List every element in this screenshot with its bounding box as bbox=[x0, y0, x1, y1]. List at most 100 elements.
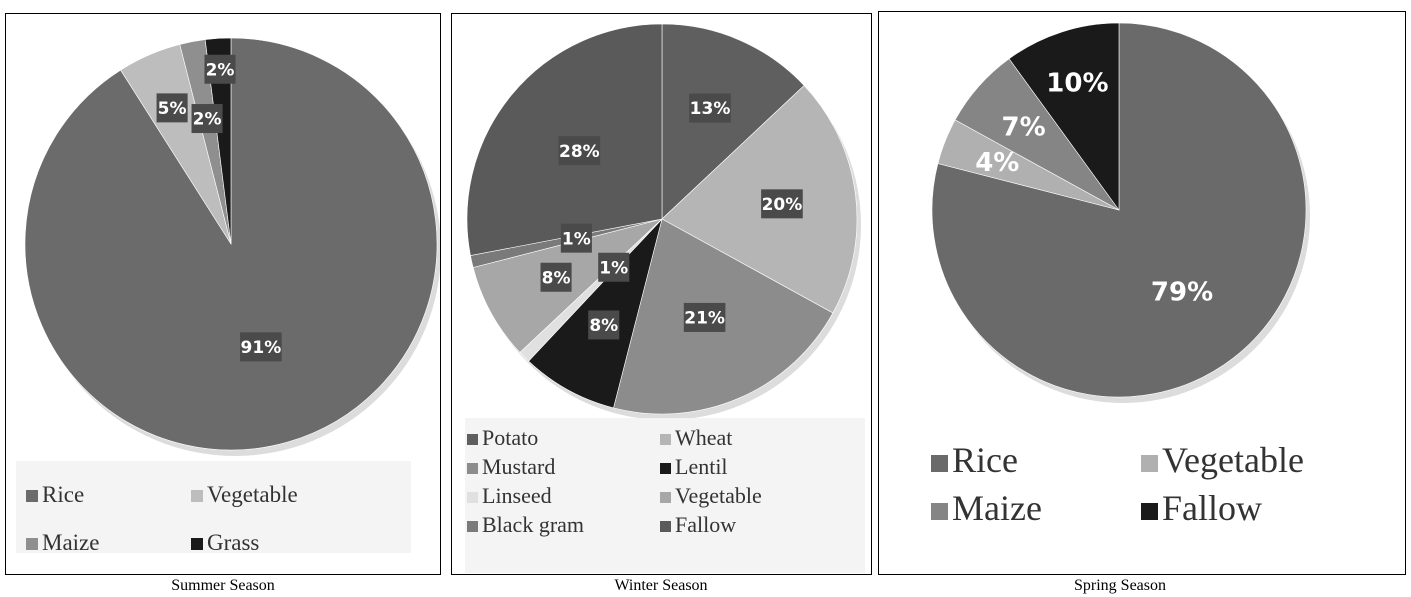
winter-chart-panel: 13% 20% 21% 8% 1% 8% 1% 28% Potato Wheat Mustard Le… bbox=[451, 13, 872, 575]
legend-swatch bbox=[660, 521, 671, 532]
data-label-text: 8% bbox=[542, 268, 571, 288]
legend-item-potato: Potato bbox=[467, 425, 538, 450]
data-label-box bbox=[558, 136, 601, 166]
data-label-box bbox=[683, 302, 726, 332]
data-label-rice: 91% bbox=[240, 332, 282, 362]
data-label-fallow: 10% bbox=[1046, 68, 1108, 98]
legend-swatch bbox=[191, 538, 203, 550]
data-label-box bbox=[761, 189, 803, 219]
summer-caption: Summer Season bbox=[171, 577, 275, 594]
data-label-vegetable: 4% bbox=[975, 148, 1019, 178]
pie-slice-potato bbox=[661, 23, 805, 220]
legend-label: Black gram bbox=[482, 512, 584, 537]
legend-item-black-gram: Black gram bbox=[467, 512, 584, 537]
spring-chart-panel: 79% 4% 7% 10% Rice Vegetable Maize Fallow bbox=[878, 11, 1406, 575]
chart-legend: Rice Vegetable Maize Fallow bbox=[879, 432, 1405, 532]
legend-label: Mustard bbox=[482, 454, 555, 479]
data-label-box bbox=[240, 332, 282, 362]
legend-label: Maize bbox=[952, 488, 1042, 528]
data-label-text: 28% bbox=[559, 142, 600, 162]
legend-item-grass: Grass bbox=[191, 530, 259, 555]
data-label-vegetable: 5% bbox=[156, 93, 188, 123]
legend-item-maize: Maize bbox=[26, 530, 99, 555]
legend-background bbox=[16, 461, 411, 553]
winter-caption: Winter Season bbox=[614, 577, 708, 594]
data-label-text: 5% bbox=[158, 99, 187, 119]
legend-swatch bbox=[467, 492, 478, 503]
legend-swatch bbox=[931, 455, 948, 472]
data-label-text: 8% bbox=[589, 316, 618, 336]
legend-swatch bbox=[467, 521, 478, 532]
legend-item-rice: Rice bbox=[931, 440, 1018, 480]
legend-label: Linseed bbox=[482, 483, 552, 508]
legend-label: Vegetable bbox=[1162, 440, 1304, 480]
legend-item-mustard: Mustard bbox=[467, 454, 555, 479]
legend-swatch bbox=[467, 463, 478, 474]
data-label-mustard: 21% bbox=[683, 302, 726, 332]
data-label-maize: 7% bbox=[1002, 112, 1046, 142]
pie-slice-grass bbox=[204, 37, 232, 245]
data-label-text: 1% bbox=[562, 229, 591, 249]
legend-swatch bbox=[1141, 503, 1158, 520]
legend-item-linseed: Linseed bbox=[467, 483, 552, 508]
legend-swatch bbox=[660, 434, 671, 445]
chart-legend: Rice Vegetable Maize Grass bbox=[16, 461, 411, 555]
data-label-text: 2% bbox=[193, 110, 222, 130]
data-label-maize: 2% bbox=[191, 104, 223, 134]
chart-legend: Potato Wheat Mustard Lentil Linseed Vegetable… bbox=[465, 418, 865, 573]
legend-label: Fallow bbox=[1162, 488, 1262, 528]
legend-item-vegetable: Vegetable bbox=[191, 482, 298, 507]
data-label-grass: 2% bbox=[204, 54, 236, 84]
data-label-text: 21% bbox=[684, 309, 725, 329]
legend-label: Maize bbox=[42, 530, 99, 555]
legend-swatch bbox=[26, 490, 38, 502]
legend-item-wheat: Wheat bbox=[660, 425, 732, 450]
data-label-text: 20% bbox=[762, 195, 803, 215]
legend-item-maize: Maize bbox=[931, 488, 1042, 528]
data-label-box bbox=[588, 310, 620, 340]
data-label-vegetable: 8% bbox=[540, 262, 572, 292]
data-label-box bbox=[540, 262, 572, 292]
data-label-box bbox=[204, 54, 236, 84]
data-label-text: 7% bbox=[1002, 112, 1046, 142]
spring-caption: Spring Season bbox=[1074, 577, 1166, 594]
data-label-lentil: 8% bbox=[588, 310, 620, 340]
legend-label: Fallow bbox=[675, 512, 736, 537]
legend-label: Rice bbox=[42, 482, 84, 507]
data-label-fallow: 28% bbox=[558, 136, 601, 166]
data-label-box bbox=[191, 104, 223, 134]
legend-item-vegetable: Vegetable bbox=[660, 483, 762, 508]
data-label-linseed: 1% bbox=[598, 252, 630, 282]
legend-label: Wheat bbox=[675, 425, 732, 450]
data-label-black-gram: 1% bbox=[560, 223, 592, 253]
data-label-text: 1% bbox=[599, 258, 628, 278]
legend-label: Potato bbox=[482, 425, 538, 450]
data-label-text: 13% bbox=[690, 99, 731, 119]
legend-swatch bbox=[191, 490, 203, 502]
data-label-text: 2% bbox=[206, 60, 235, 80]
legend-label: Vegetable bbox=[207, 482, 298, 507]
winter-pie-chart: 13% 20% 21% 8% 1% 8% 1% 28% Potato Wheat Mustard Le… bbox=[465, 23, 865, 573]
legend-item-fallow: Fallow bbox=[660, 512, 736, 537]
legend-swatch bbox=[26, 538, 38, 550]
legend-label: Rice bbox=[952, 440, 1018, 480]
data-label-text: 4% bbox=[975, 148, 1019, 178]
summer-pie-chart: 91% 5% 2% 2% Rice Vegetable Maize Grass bbox=[16, 37, 440, 555]
legend-swatch bbox=[660, 463, 671, 474]
data-label-rice: 79% bbox=[1151, 278, 1213, 308]
data-label-box bbox=[598, 252, 630, 282]
legend-item-lentil: Lentil bbox=[660, 454, 728, 479]
legend-swatch bbox=[467, 434, 478, 445]
data-label-wheat: 20% bbox=[761, 189, 803, 219]
spring-pie-chart: 79% 4% 7%10% Rice Vegetable Maize Fallow bbox=[879, 22, 1405, 532]
data-label-text: 79% bbox=[1151, 278, 1213, 308]
legend-item-vegetable: Vegetable bbox=[1141, 440, 1304, 480]
legend-swatch bbox=[1141, 455, 1158, 472]
legend-item-rice: Rice bbox=[26, 482, 84, 507]
pie-slice-fallow bbox=[1008, 22, 1120, 211]
data-label-box bbox=[560, 223, 592, 253]
legend-item-fallow: Fallow bbox=[1141, 488, 1262, 528]
legend-swatch bbox=[660, 492, 671, 503]
summer-chart-panel: 91% 5% 2% 2% Rice Vegetable Maize Grass bbox=[5, 13, 441, 575]
legend-label: Vegetable bbox=[675, 483, 762, 508]
